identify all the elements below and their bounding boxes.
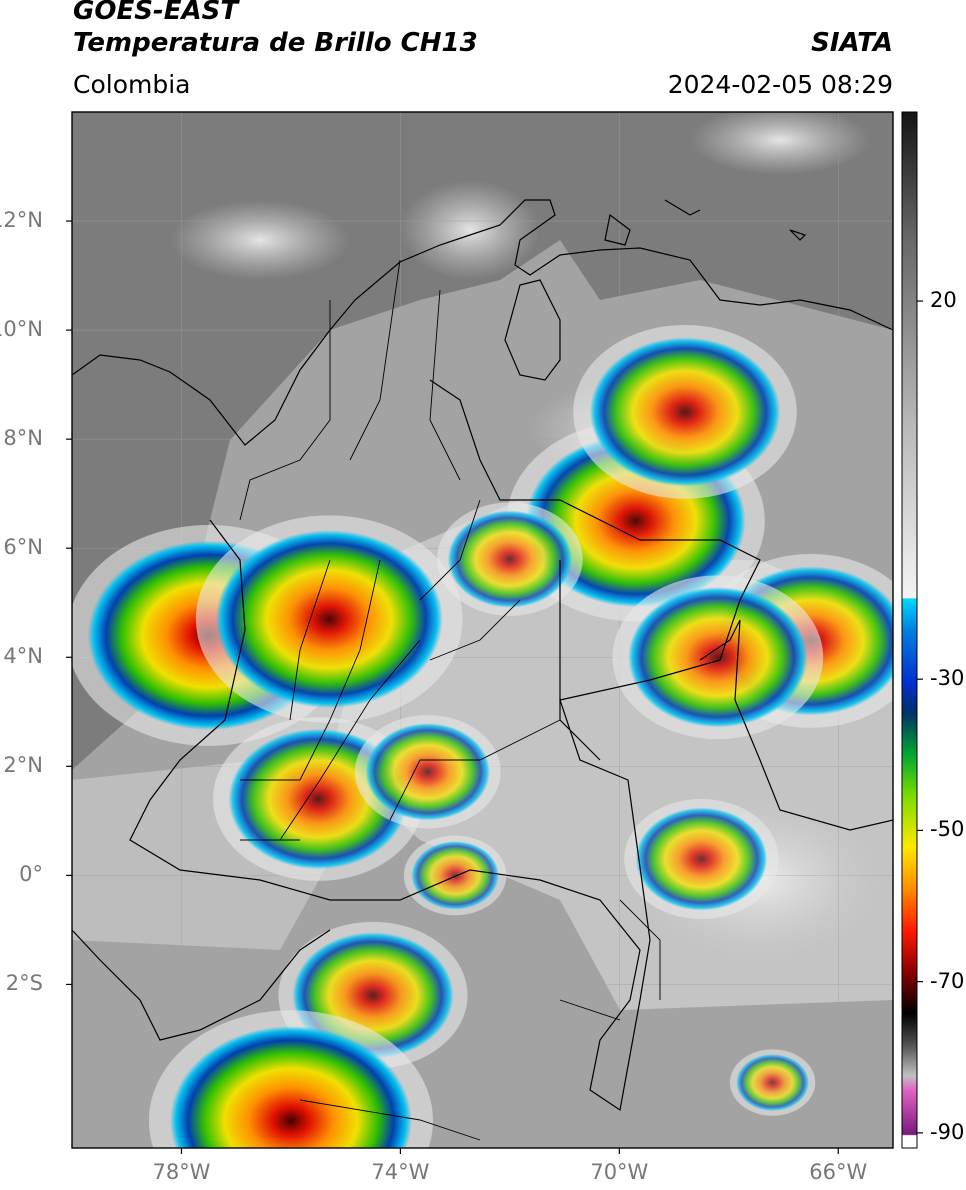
lake-maracaibo xyxy=(504,279,561,381)
lat-tick-label: 2°N xyxy=(3,753,43,778)
agency-label: SIATA xyxy=(811,28,893,58)
peru-brazil-borders xyxy=(299,899,661,1141)
storm-cell xyxy=(589,337,781,487)
title-product: Temperatura de Brillo CH13 xyxy=(73,28,478,58)
lat-tick-label: 2°S xyxy=(5,971,43,996)
lon-tick-label: 66°W xyxy=(809,1160,868,1184)
map-frame xyxy=(71,111,894,1149)
lat-tick-label: 0° xyxy=(19,862,43,887)
islands xyxy=(604,199,807,246)
lon-tick-label: 74°W xyxy=(371,1160,430,1184)
venezuela-brazil-border xyxy=(699,619,893,831)
colorbar-tick-label: -70 xyxy=(930,968,965,993)
colorbar-tick-label: -50 xyxy=(930,817,965,842)
lat-tick-label: 8°N xyxy=(3,426,43,451)
cloud-patch xyxy=(170,200,350,280)
storm-cell xyxy=(447,510,572,608)
storm-cell xyxy=(628,587,808,728)
storm-cell xyxy=(365,723,490,821)
colorbar-tick-label: 20 xyxy=(930,288,957,313)
cloud-patch xyxy=(690,112,870,175)
departmental-borders xyxy=(239,259,561,841)
storm-cells xyxy=(72,324,893,1148)
colorbar-tick-label: -90 xyxy=(930,1119,965,1144)
borders xyxy=(72,199,893,1141)
storm-cell xyxy=(411,841,499,910)
storm-cell xyxy=(736,1054,809,1112)
lat-tick-label: 4°N xyxy=(3,644,43,669)
title-satellite: GOES-EAST xyxy=(73,0,239,26)
storm-cell xyxy=(169,1026,412,1148)
storm-cell xyxy=(635,807,768,911)
caribbean-coastline xyxy=(72,199,893,446)
colorbar-tick-label: -30 xyxy=(930,666,965,691)
colombia-border xyxy=(129,379,761,1112)
region-label: Colombia xyxy=(73,70,191,99)
lat-tick-label: 12°N xyxy=(0,208,43,233)
timestamp-label: 2024-02-05 08:29 xyxy=(667,70,893,99)
colorbar-ticks xyxy=(917,300,923,1134)
lat-tick-label: 6°N xyxy=(3,535,43,560)
lon-tick-label: 78°W xyxy=(152,1160,211,1184)
lat-tick-label: 10°N xyxy=(0,317,43,342)
axis-ticks xyxy=(66,220,839,1154)
colorbar xyxy=(901,111,918,1149)
lon-tick-label: 70°W xyxy=(590,1160,649,1184)
storm-cell xyxy=(215,530,443,709)
pacific-coastline xyxy=(72,929,331,1041)
cloud-patch xyxy=(400,180,540,280)
